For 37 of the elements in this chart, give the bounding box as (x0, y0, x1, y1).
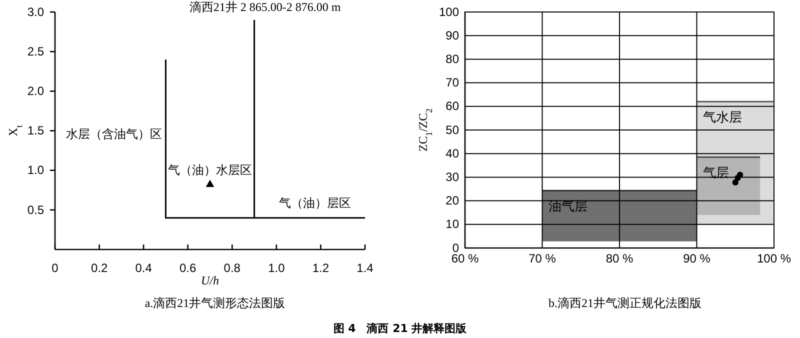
annotation: 气（油）水层区 (168, 163, 252, 178)
y-tick-label: 60 (446, 99, 460, 114)
y-tick-label: 10 (446, 217, 460, 232)
x-tick-label: 80 % (606, 252, 634, 266)
y-tick-label: 3.0 (27, 4, 44, 19)
series-label: 气水层 (702, 110, 742, 125)
x-tick-label: 0.2 (90, 261, 108, 276)
annotation: 气（油）层区 (279, 196, 351, 210)
y-tick-label: 40 (446, 146, 460, 160)
x-tick-label: 0.4 (135, 261, 152, 276)
x-tick-label: 0.8 (224, 261, 241, 276)
y-tick-label: 1.0 (27, 163, 44, 178)
x-tick-label: 70 % (528, 252, 556, 266)
y-tick-label: 100 (438, 4, 460, 19)
y-tick-label: 70 (446, 76, 460, 90)
x-tick-label: 90 % (683, 252, 711, 266)
x-axis-title: U/h (201, 274, 219, 288)
y-tick-label: 1.5 (27, 124, 44, 138)
chart-title: 滴西21井 2 865.00-2 876.00 m (189, 0, 342, 14)
y-tick-label: 0.5 (27, 202, 44, 217)
y-tick-label: 90 (446, 28, 460, 42)
y-tick-label: 20 (446, 194, 460, 208)
y-tick-label: 80 (446, 52, 460, 66)
y-tick-label: 2.5 (27, 44, 44, 58)
caption: 图 4 滴西 21 井解释图版 (333, 322, 468, 335)
x-tick-label: 0.6 (180, 261, 197, 276)
text: a.滴西21井气测形态法图版 (144, 296, 286, 310)
x-tick-label: 1.4 (356, 261, 374, 276)
y-tick-label: 50 (446, 122, 460, 137)
x-tick-label: 0 (52, 261, 59, 276)
x-tick-label: 1.2 (312, 261, 330, 276)
x-tick-label: 100 % (756, 252, 792, 266)
y-tick-label: 30 (446, 170, 460, 184)
annotation: 水层（含油气）区 (66, 127, 162, 142)
x-tick-label: 1.0 (268, 261, 286, 276)
y-tick-label: 2.0 (27, 84, 44, 98)
text: b.滴西21井气测正规化法图版 (548, 296, 702, 310)
